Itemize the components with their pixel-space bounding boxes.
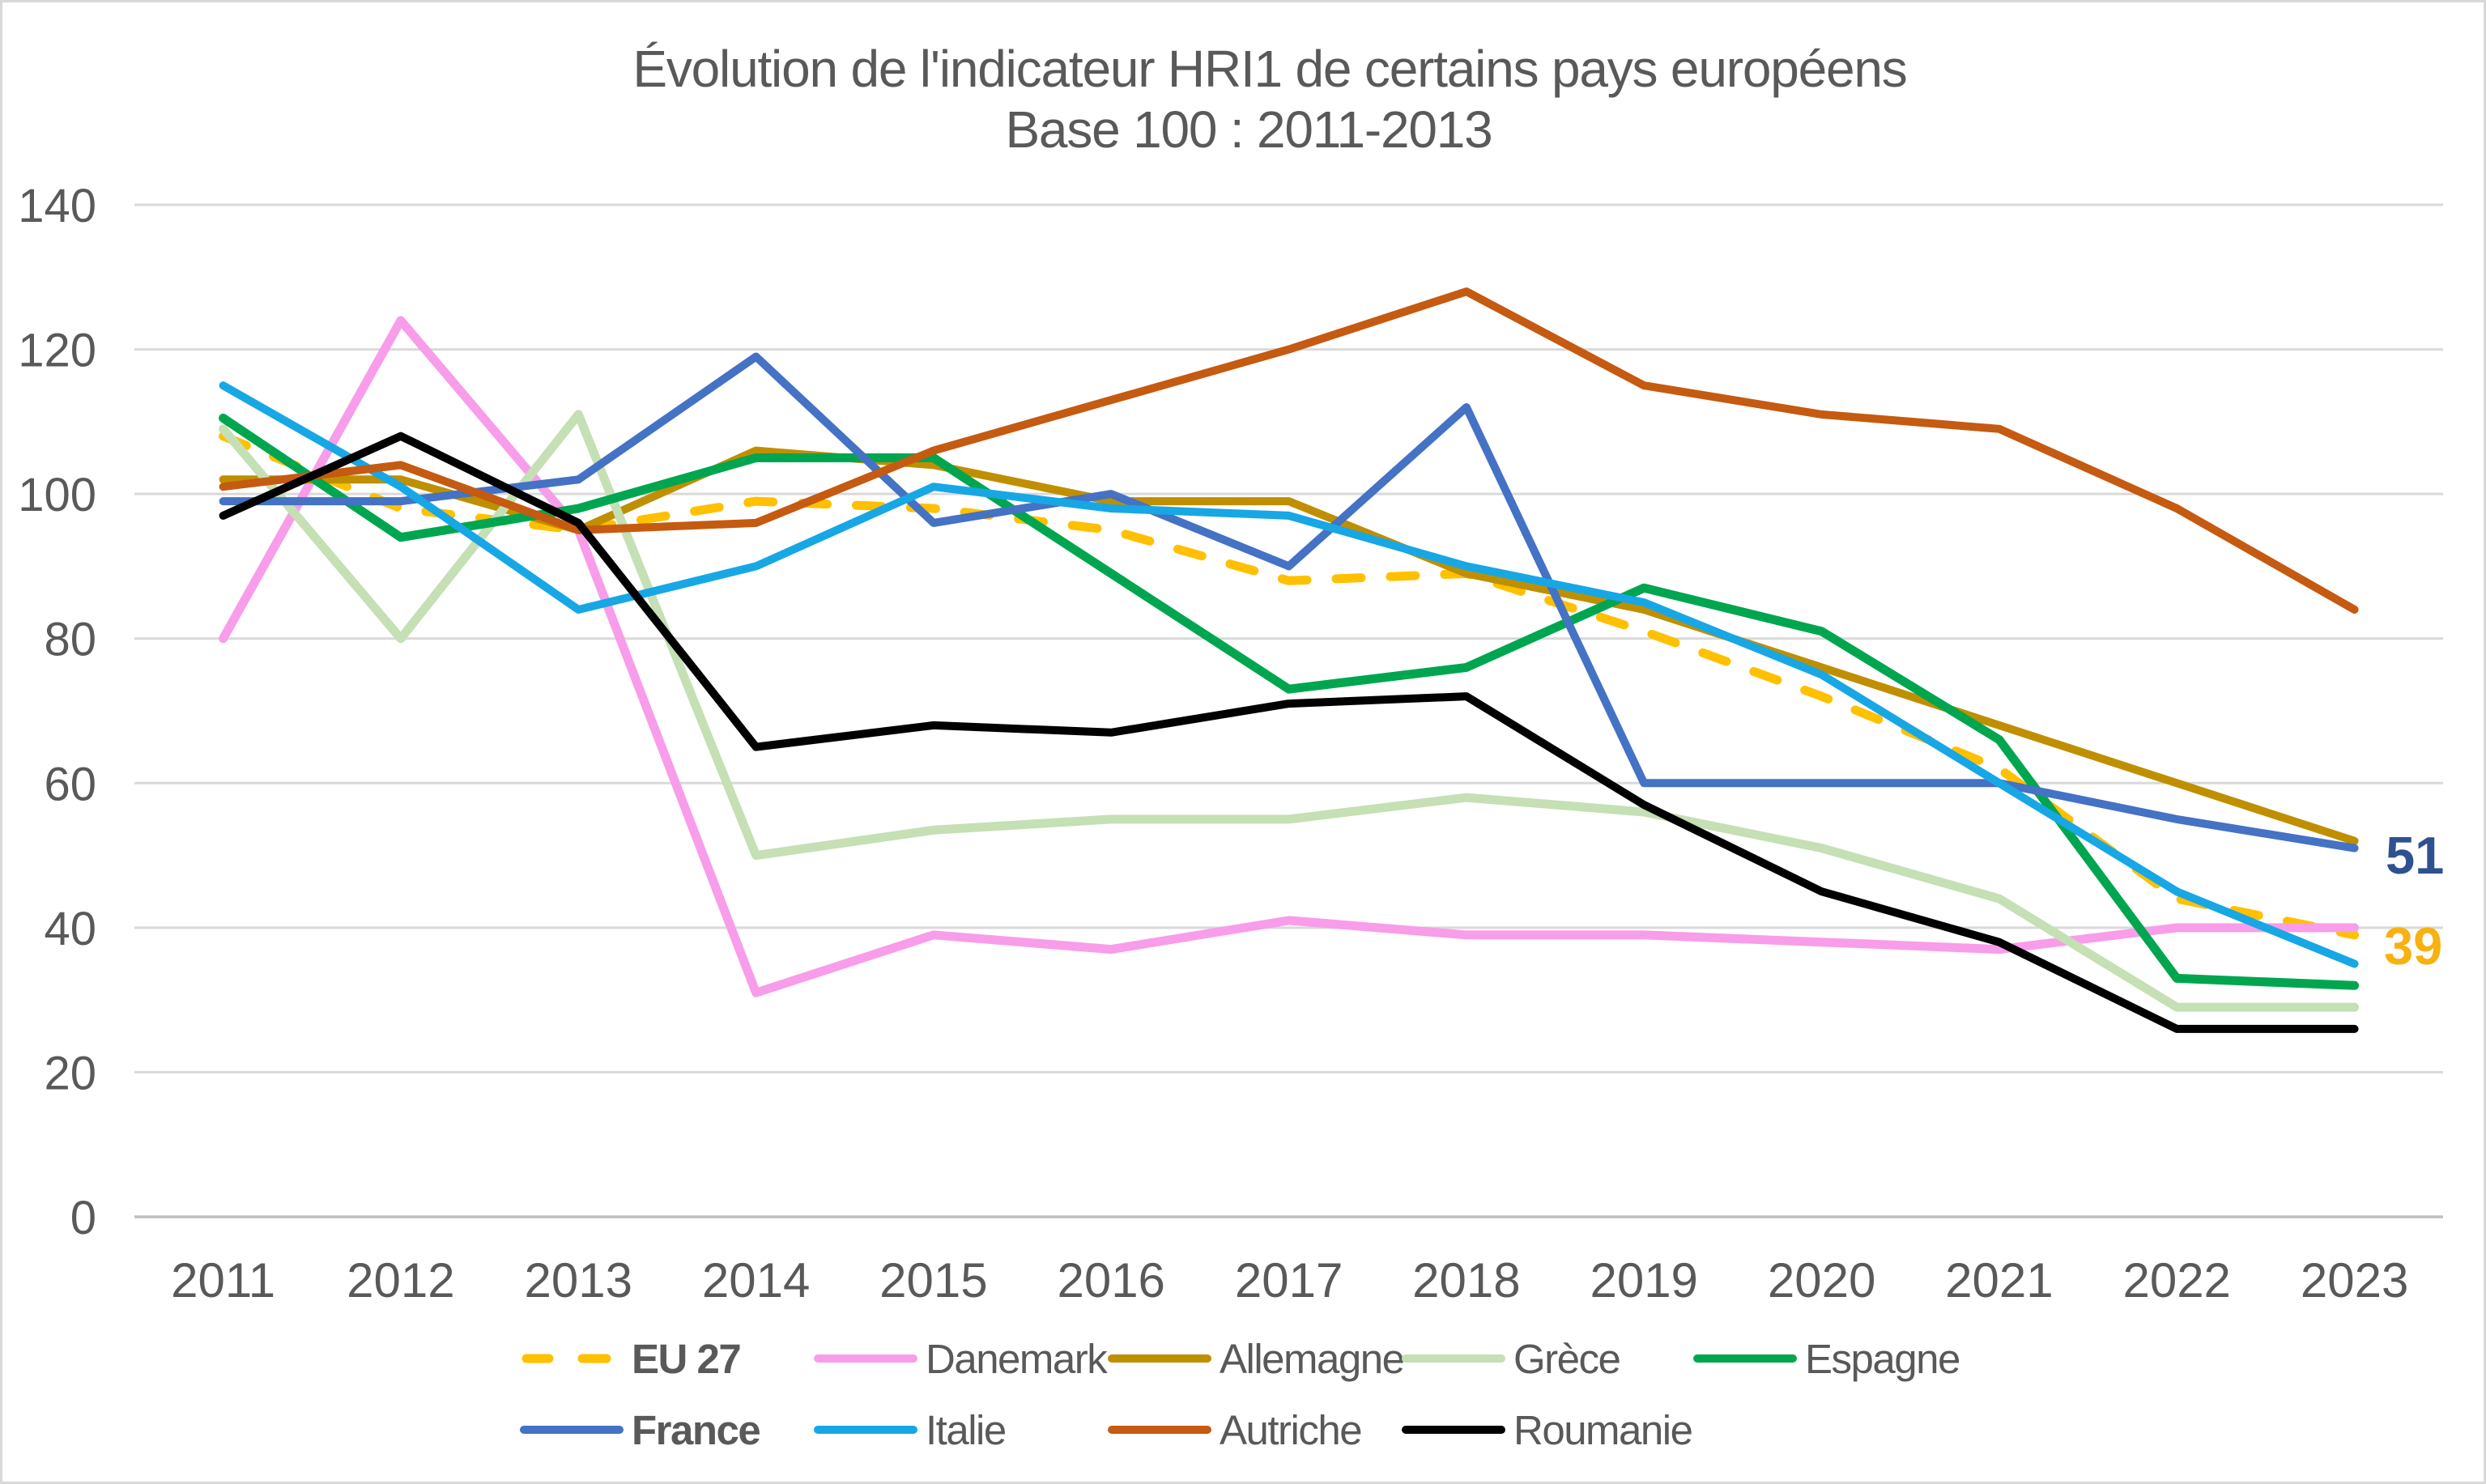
svg-text:0: 0 [70, 1192, 96, 1244]
svg-text:Base 100 : 2011-2013: Base 100 : 2011-2013 [1005, 100, 1492, 159]
svg-text:Allemagne: Allemagne [1220, 1336, 1404, 1382]
svg-text:140: 140 [18, 180, 96, 232]
svg-text:60: 60 [44, 758, 96, 810]
svg-text:51: 51 [2386, 826, 2444, 885]
svg-text:2012: 2012 [347, 1253, 454, 1308]
svg-text:2023: 2023 [2301, 1253, 2408, 1308]
svg-text:Autriche: Autriche [1220, 1407, 1361, 1453]
svg-text:Danemark: Danemark [926, 1336, 1108, 1382]
svg-text:Italie: Italie [926, 1407, 1006, 1453]
svg-text:EU 27: EU 27 [632, 1336, 740, 1382]
svg-text:2011: 2011 [171, 1253, 275, 1308]
svg-text:80: 80 [44, 614, 96, 666]
svg-text:2017: 2017 [1235, 1253, 1343, 1308]
svg-text:2020: 2020 [1768, 1253, 1875, 1308]
svg-text:2013: 2013 [525, 1253, 632, 1308]
svg-text:39: 39 [2384, 916, 2442, 976]
svg-text:2018: 2018 [1412, 1253, 1520, 1308]
svg-text:40: 40 [44, 903, 96, 955]
svg-text:Espagne: Espagne [1805, 1336, 1960, 1382]
svg-text:2015: 2015 [879, 1253, 987, 1308]
svg-text:France: France [632, 1407, 760, 1453]
svg-text:120: 120 [18, 325, 96, 377]
svg-text:2019: 2019 [1590, 1253, 1697, 1308]
svg-text:Roumanie: Roumanie [1513, 1407, 1692, 1453]
svg-text:2021: 2021 [1945, 1253, 2053, 1308]
svg-text:2014: 2014 [702, 1253, 810, 1308]
svg-text:Grèce: Grèce [1513, 1336, 1620, 1382]
svg-text:2022: 2022 [2122, 1253, 2230, 1308]
svg-text:Évolution de l'indicateur HRI1: Évolution de l'indicateur HRI1 de certai… [632, 40, 1906, 98]
svg-text:2016: 2016 [1057, 1253, 1164, 1308]
svg-text:100: 100 [18, 469, 96, 521]
svg-text:20: 20 [44, 1047, 96, 1099]
